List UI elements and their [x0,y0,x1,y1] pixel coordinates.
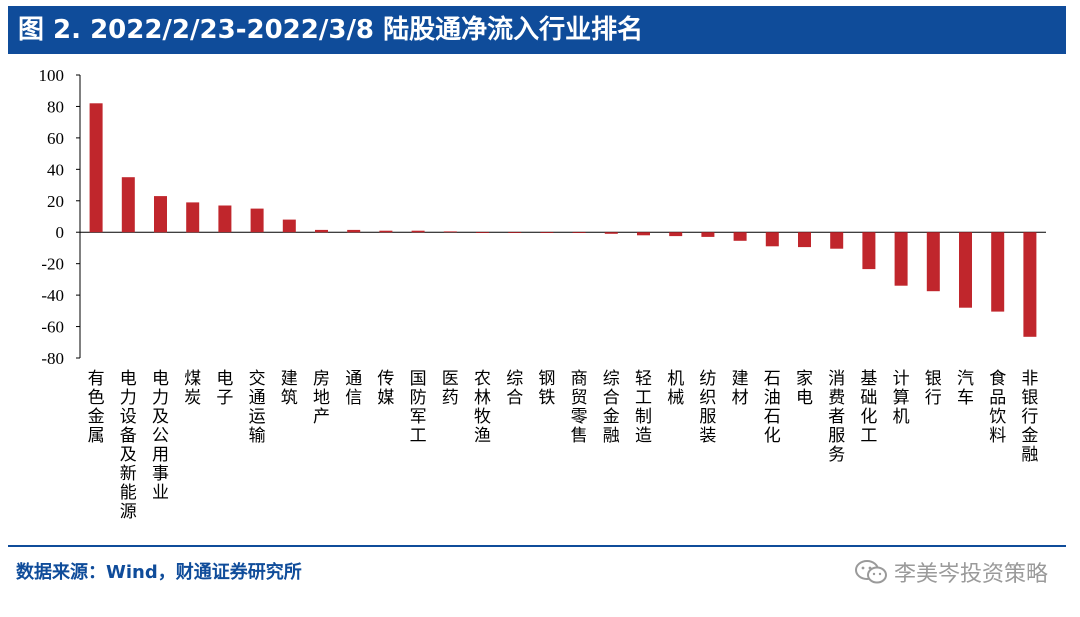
bars-group [89,103,1037,337]
x-tick-label: 机械 [667,369,684,407]
bar-12 [443,231,457,233]
bar-11 [411,230,425,233]
bar-30 [1023,232,1037,337]
x-tick-label: 煤炭 [184,369,201,407]
bar-8 [315,229,328,233]
bar-19 [669,232,683,237]
x-tick-label: 石油石化 [764,369,781,445]
x-tick-label: 消费者服务 [828,369,845,464]
x-tick-label: 有色金属 [88,369,105,445]
bar-20 [701,232,715,237]
bar-7 [282,219,296,233]
bar-16 [572,232,586,233]
y-tick-label: -80 [41,349,64,368]
x-tick-label: 家电 [796,369,813,407]
x-tick-label: 商贸零售 [571,369,588,445]
bar-15 [540,232,554,233]
bar-26 [894,232,908,286]
bar-25 [862,232,876,270]
x-tick-label: 交通运输 [249,369,266,445]
bar-13 [476,232,489,233]
bar-14 [508,232,522,233]
x-tick-label: 建筑 [281,369,298,407]
bar-29 [991,232,1005,312]
x-tick-label: 医药 [442,369,459,407]
x-tick-label: 综合金融 [603,369,620,445]
bar-6 [250,208,264,233]
y-tick-label: 40 [47,160,64,179]
bar-17 [604,232,618,234]
y-tick-label: 60 [47,129,64,148]
x-tick-label: 汽车 [957,369,974,407]
bar-5 [218,205,232,233]
source-note: 数据来源：Wind，财通证券研究所 [16,562,302,583]
x-tick-label: 传媒 [377,369,394,407]
bar-21 [733,232,747,241]
x-tick-label: 纺织服装 [699,369,716,445]
y-tick-label: 80 [47,97,64,116]
x-tick-label: 基础化工 [860,369,877,445]
y-tick-label: 20 [47,192,64,211]
bar-9 [347,229,361,233]
bar-18 [637,232,650,236]
x-tick-label: 轻工制造 [635,369,652,445]
y-tick-label: -40 [41,286,64,305]
bar-2 [121,177,135,233]
x-tick-label: 农林牧渔 [474,369,491,445]
bar-23 [798,232,811,248]
y-tick-label: -20 [41,255,64,274]
bar-28 [959,232,972,308]
bar-27 [926,232,940,292]
x-tick-label: 房地产 [313,369,330,426]
y-tick-label: 0 [56,223,65,242]
x-tick-label: 综合 [506,369,523,407]
y-tick-label: 100 [39,66,65,85]
y-axis-ticks: 100 80 60 40 20 0 -20 -40 -60 -80 [39,66,80,368]
x-tick-label: 电力及公用事业 [152,369,169,502]
y-tick-label: -60 [41,318,64,337]
x-tick-label: 银行 [925,369,942,407]
figure-title: 图 2. 2022/2/23-2022/3/8 陆股通净流入行业排名 [8,6,1066,54]
x-tick-label: 非银行金融 [1021,369,1038,464]
x-tick-label: 电子 [216,369,233,407]
watermark: 李美岑投资策略 [854,556,1048,588]
x-tick-label: 钢铁 [538,369,555,407]
watermark-text: 李美岑投资策略 [893,562,1048,587]
bar-24 [830,232,844,249]
bar-3 [154,196,167,233]
x-tick-label: 通信 [345,369,362,407]
bar-chart: 100 80 60 40 20 0 -20 -40 -60 -80 有色金属电力设备及新能源电力及… [39,66,1046,521]
wechat-icon [854,560,887,584]
x-tick-label: 建材 [732,369,749,407]
x-tick-label: 计算机 [893,369,910,426]
bar-22 [765,232,779,247]
bar-4 [186,202,200,233]
footer-divider [8,545,1066,547]
x-tick-label: 国防军工 [410,369,427,445]
bar-1 [89,103,103,233]
x-tick-label: 电力设备及新能源 [120,369,137,521]
x-axis-labels: 有色金属电力设备及新能源电力及公用事业煤炭电子交通运输建筑房地产通信传媒国防军工… [88,369,1039,521]
bar-10 [379,230,393,233]
x-tick-label: 食品饮料 [989,369,1006,445]
